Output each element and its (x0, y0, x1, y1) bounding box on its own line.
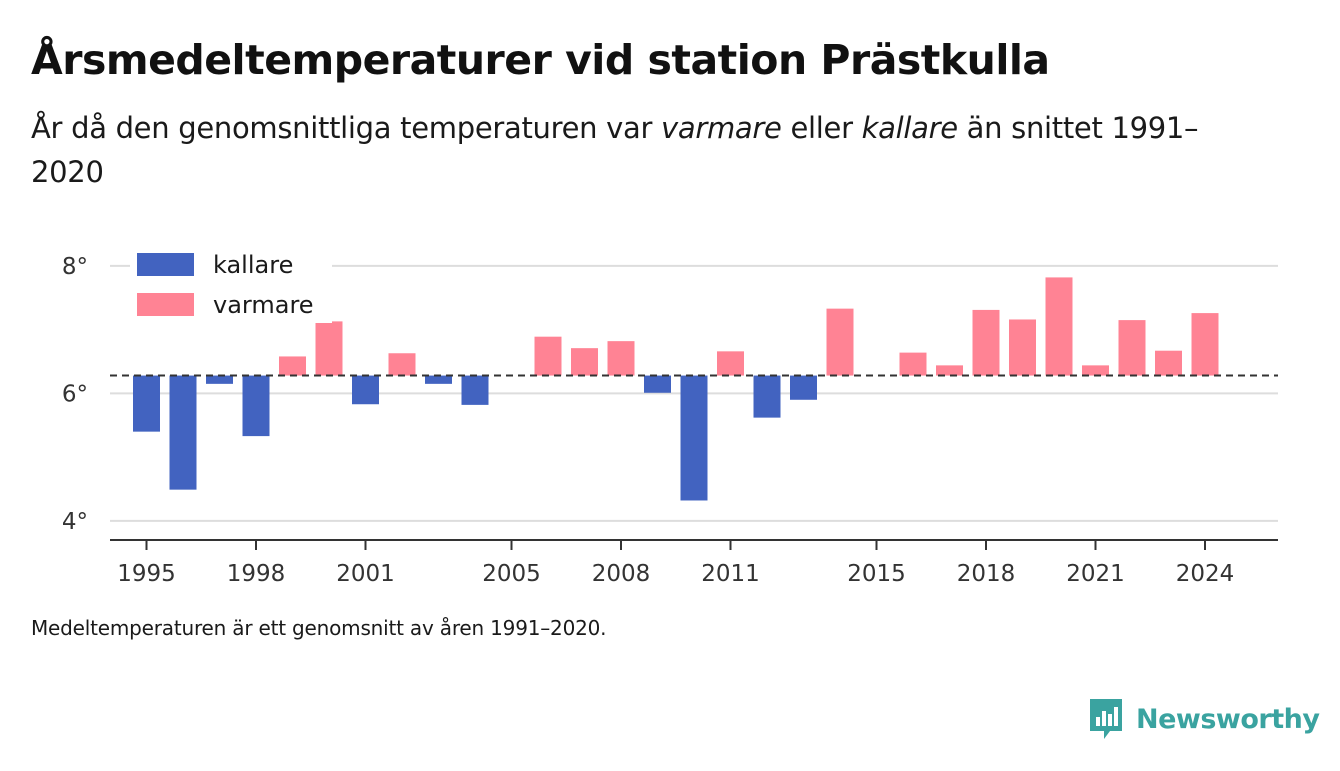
x-tick-label: 2011 (701, 561, 760, 587)
bar-kallare (644, 375, 671, 393)
bar-varmare (279, 356, 306, 376)
x-tick-label: 2005 (482, 561, 541, 587)
x-tick-label: 2015 (847, 561, 906, 587)
legend-swatch-varmare (137, 293, 194, 316)
x-tick-label: 2024 (1176, 561, 1235, 587)
bar-varmare (717, 351, 744, 376)
chart-subtitle: År då den genomsnittliga temperaturen va… (31, 106, 1261, 194)
x-tick-label: 1995 (117, 561, 176, 587)
y-tick-label: 4° (62, 509, 88, 535)
bar-varmare (936, 365, 963, 376)
y-tick-label: 6° (62, 381, 88, 407)
bar-kallare (461, 375, 489, 405)
legend-label-kallare: kallare (213, 251, 293, 279)
bar-kallare (206, 375, 233, 384)
x-tick-label: 2018 (957, 561, 1016, 587)
bar-kallare (169, 375, 197, 490)
bar-varmare (1082, 365, 1109, 376)
footnote: Medeltemperaturen är ett genomsnitt av å… (31, 616, 607, 640)
newsworthy-logo-icon (1090, 699, 1122, 739)
subtitle-part-2: eller (781, 111, 862, 145)
bar-varmare (1009, 319, 1036, 376)
bar-varmare (534, 336, 562, 376)
brand-logo[interactable]: Newsworthy (1088, 697, 1320, 741)
bar-varmare (315, 321, 343, 376)
bar-kallare (753, 375, 781, 418)
subtitle-cold-word: kallare (861, 111, 958, 145)
bar-varmare (571, 348, 598, 376)
x-tick-label: 1998 (227, 561, 286, 587)
subtitle-part-1: År då den genomsnittliga temperaturen va… (31, 111, 662, 145)
bar-varmare (388, 353, 416, 376)
bar-varmare (1191, 313, 1219, 376)
bar-varmare (1045, 277, 1073, 376)
bar-varmare (972, 309, 1000, 376)
bar-varmare (607, 341, 635, 376)
bar-varmare (899, 352, 927, 376)
bar-kallare (352, 375, 379, 405)
x-tick-label: 2008 (592, 561, 651, 587)
subtitle-part-3: än snittet 1991–2020 (31, 111, 1199, 189)
brand-name: Newsworthy (1136, 703, 1320, 735)
bar-kallare (680, 375, 708, 501)
bar-kallare (790, 375, 817, 400)
bar-chart: 4° 6° 8° 1995 1998 2001 2005 2008 2011 2015 2018 20… (62, 247, 1278, 587)
bar-kallare (133, 375, 160, 432)
legend-swatch-kallare (137, 253, 194, 276)
chart-title: Årsmedeltemperaturer vid station Prästku… (31, 36, 1050, 84)
bar-varmare (1118, 320, 1146, 376)
bar-varmare (1155, 350, 1182, 376)
bar-kallare (425, 375, 452, 384)
x-tick-label: 2001 (336, 561, 395, 587)
legend-label-varmare: varmare (213, 291, 314, 319)
bar-varmare (826, 308, 854, 376)
y-tick-label: 8° (62, 254, 88, 280)
subtitle-warm-word: varmare (661, 111, 782, 145)
bar-kallare (242, 375, 270, 437)
x-tick-label: 2021 (1066, 561, 1125, 587)
